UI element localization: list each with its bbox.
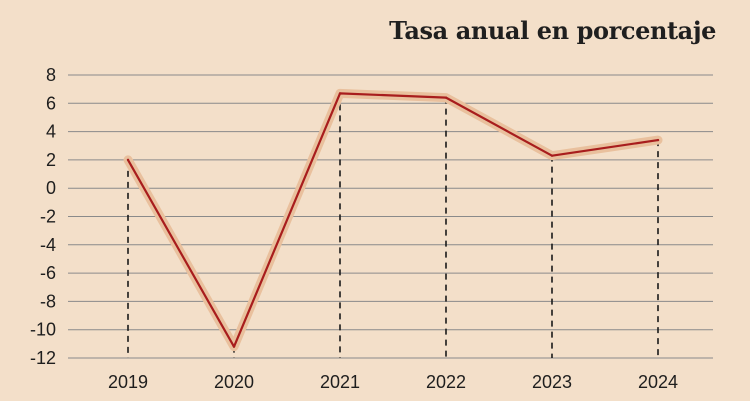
data-point <box>338 92 342 95</box>
x-tick-label: 2019 <box>108 372 148 392</box>
data-point <box>550 154 554 157</box>
data-point <box>232 345 236 348</box>
y-tick-label: -8 <box>40 291 56 311</box>
y-tick-label: 2 <box>46 150 56 170</box>
chart-title: Tasa anual en porcentaje <box>389 16 716 45</box>
data-point <box>444 96 448 99</box>
y-tick-label: 0 <box>46 178 56 198</box>
y-tick-label: -4 <box>40 235 56 255</box>
x-tick-label: 2024 <box>638 372 678 392</box>
y-tick-label: 4 <box>46 122 56 142</box>
y-axis-ticks: 8 6 4 2 0 -2 -4 -6 -8 -10 -12 <box>30 65 56 368</box>
y-tick-label: -2 <box>40 207 56 227</box>
y-tick-label: -12 <box>30 348 56 368</box>
series-line <box>123 88 663 352</box>
x-tick-label: 2021 <box>320 372 360 392</box>
data-point <box>126 158 130 162</box>
x-tick-label: 2020 <box>214 372 254 392</box>
x-tick-label: 2023 <box>532 372 572 392</box>
y-tick-label: 6 <box>46 93 56 113</box>
data-point <box>656 138 660 142</box>
y-tick-label: -6 <box>40 263 56 283</box>
gridlines <box>68 74 713 359</box>
y-tick-label: -10 <box>30 320 56 340</box>
drop-lines <box>127 93 659 358</box>
series-line-path <box>126 92 660 348</box>
x-axis-ticks: 2019 2020 2021 2022 2023 2024 <box>108 372 678 392</box>
x-tick-label: 2022 <box>426 372 466 392</box>
y-tick-label: 8 <box>46 65 56 85</box>
